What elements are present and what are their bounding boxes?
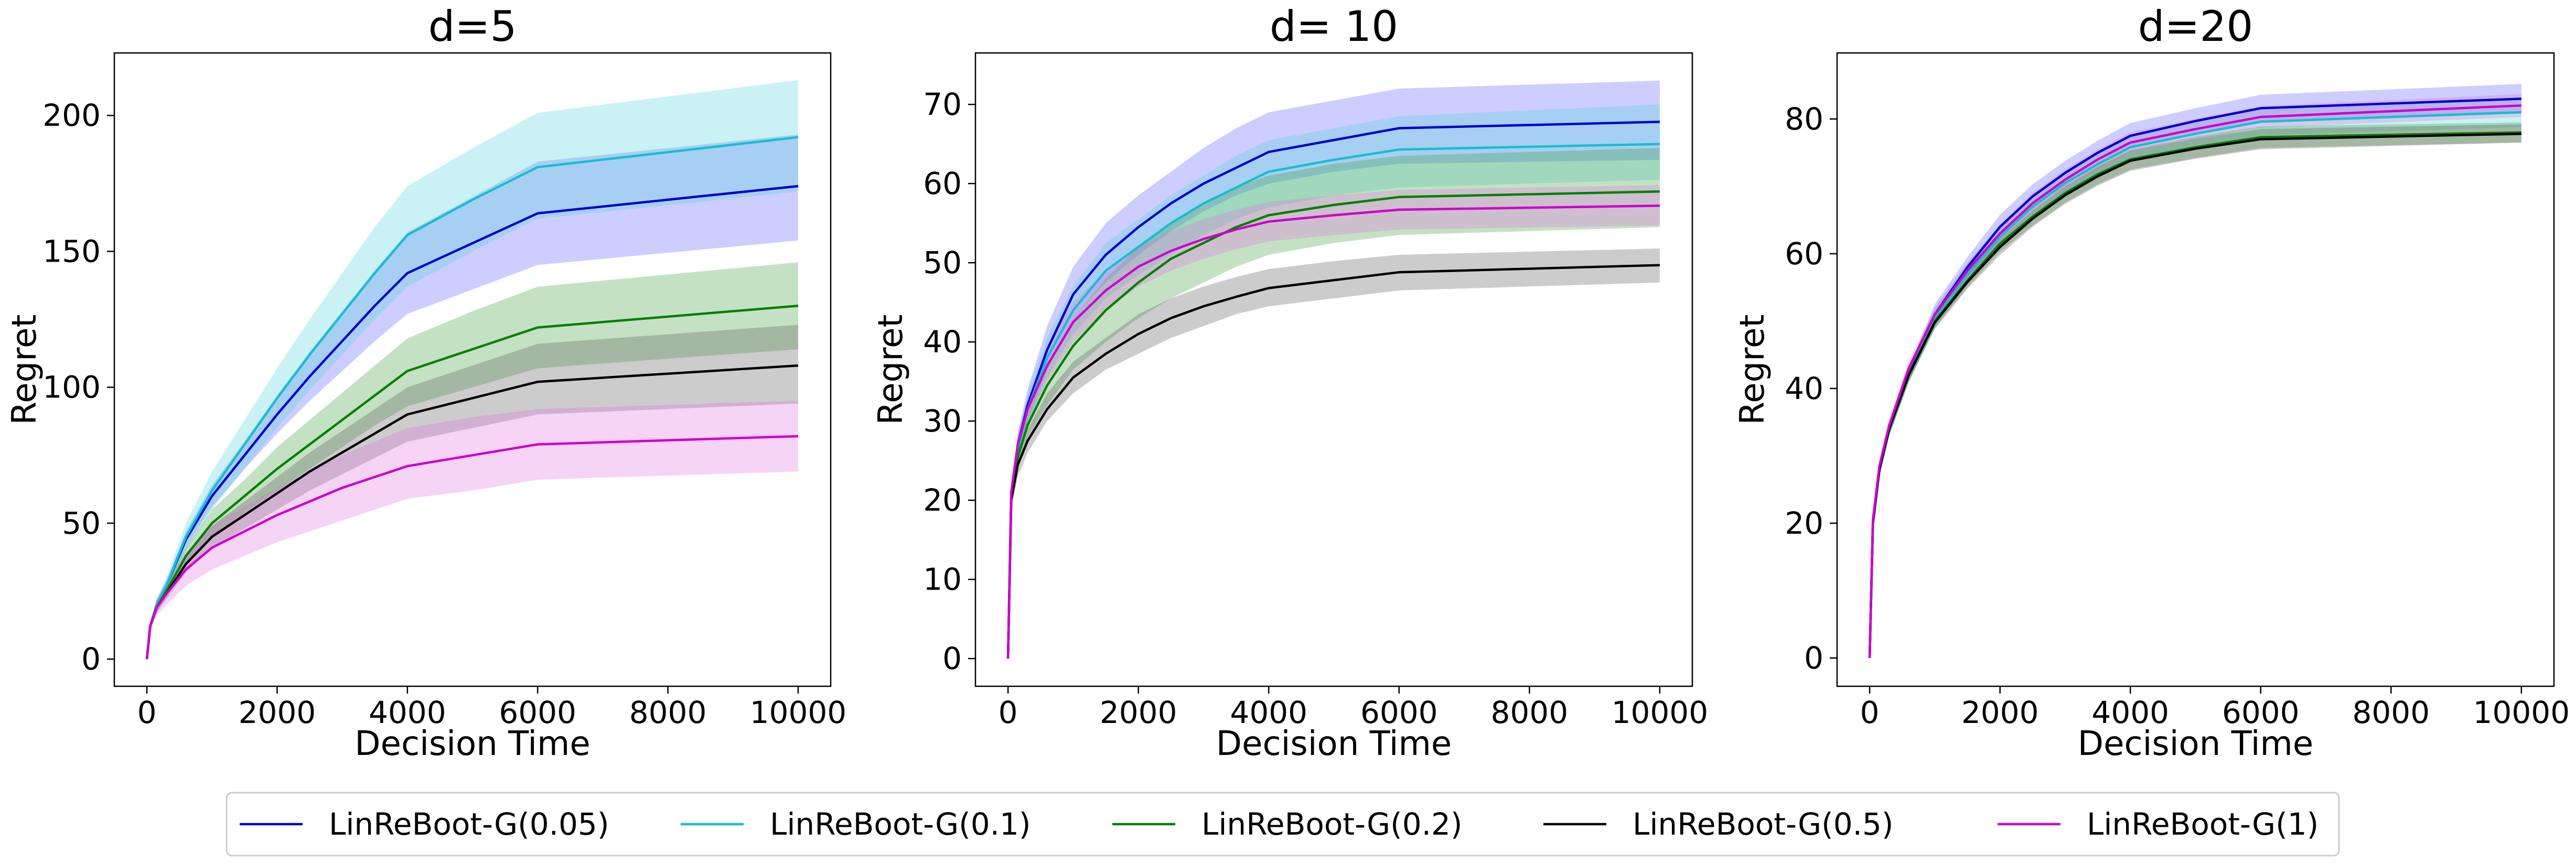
y-tick-label: 0 [942, 641, 962, 676]
legend-label: LinReBoot-G(0.5) [1633, 806, 1894, 842]
x-tick-label: 0 [999, 695, 1018, 730]
plot-frame [113, 52, 832, 687]
y-tick-label: 50 [62, 505, 101, 541]
y-axis-label: Regret [5, 315, 44, 425]
x-axis-label: Decision Time [355, 725, 590, 763]
series-line-3 [1868, 131, 2521, 658]
confidence-band-2 [1008, 104, 1660, 659]
chart-title: d= 10 [1270, 2, 1398, 51]
legend-item-3: LinReBoot-G(0.2) [1112, 806, 1463, 842]
series-line-4 [1006, 264, 1660, 659]
series-line-4 [1868, 132, 2521, 658]
x-tick-label: 0 [1860, 695, 1880, 730]
plot-frame [1836, 52, 2555, 687]
x-tick-label: 2000 [239, 695, 316, 730]
confidence-band-4 [147, 325, 798, 660]
chart-panels: 0 2000 4000 6000 8000 10000050100150200d=5Dec… [5, 2, 2570, 763]
legend-item-5: LinReBoot-G(1) [1998, 806, 2319, 842]
x-tick-label: 0 [137, 695, 157, 730]
y-tick-label: 30 [923, 403, 962, 439]
x-tick-label: 10000 [2473, 695, 2570, 730]
y-tick-label: 70 [923, 87, 962, 122]
y-tick-label: 40 [1785, 371, 1823, 406]
legend-label: LinReBoot-G(1) [2087, 806, 2319, 842]
series-line-1 [1868, 98, 2521, 658]
y-tick-label: 20 [1785, 505, 1823, 541]
x-tick-label: 8000 [629, 695, 707, 730]
x-tick-label: 8000 [1491, 695, 1569, 730]
confidence-band-1 [1008, 80, 1660, 659]
x-axis-label: Decision Time [2078, 725, 2313, 763]
x-tick-label: 2000 [1100, 695, 1177, 730]
series-line-5 [1006, 204, 1660, 659]
legend-item-4: LinReBoot-G(0.5) [1543, 806, 1894, 842]
legend-label: LinReBoot-G(0.2) [1201, 806, 1463, 842]
y-axis-label: Regret [1733, 315, 1772, 425]
y-tick-label: 150 [42, 233, 101, 269]
y-tick-label: 100 [42, 370, 101, 405]
panel-3: 0 2000 4000 6000 8000 10000 0 20 40 60 80 d=20 Decis… [1733, 2, 2570, 763]
confidence-band-3 [1008, 148, 1660, 659]
y-tick-label: 200 [42, 98, 101, 133]
chart-title: d=5 [428, 2, 517, 51]
plot-frame [974, 52, 1693, 687]
confidence-band-1 [1870, 84, 2521, 658]
series-line-2 [1868, 111, 2521, 658]
chart-title: d=20 [2138, 2, 2253, 51]
x-tick-label: 10000 [750, 695, 847, 730]
x-tick-label: 4000 [2091, 695, 2169, 730]
legend-label: LinReBoot-G(0.05) [329, 806, 609, 842]
y-tick-label: 0 [81, 641, 101, 677]
x-axis-label: Decision Time [1216, 725, 1452, 763]
y-tick-label: 50 [923, 245, 962, 280]
x-tick-label: 2000 [1961, 695, 2039, 730]
x-tick-label: 6000 [2222, 695, 2300, 730]
confidence-band-3 [147, 262, 798, 660]
confidence-band-2 [147, 80, 798, 660]
legend: LinReBoot-G(0.05) LinReBoot-G(0.1) LinReBo… [226, 792, 2340, 857]
series-line-5 [1868, 104, 2521, 658]
x-tick-label: 4000 [369, 695, 446, 730]
legend-items: LinReBoot-G(0.05) LinReBoot-G(0.1) LinReBo… [240, 806, 2319, 842]
y-axis-label: Regret [872, 315, 910, 425]
x-tick-label: 6000 [499, 695, 576, 730]
legend-item-2: LinReBoot-G(0.1) [681, 806, 1031, 842]
series-line-3 [1006, 190, 1660, 659]
panel-2: 0 2000 4000 6000 8000 10000 0 10 20 30 40 50 60 70 d= … [872, 2, 1708, 763]
series-line-2 [145, 136, 799, 660]
y-tick-label: 60 [1785, 236, 1823, 272]
y-tick-label: 10 [923, 561, 962, 597]
x-tick-label: 10000 [1612, 695, 1709, 730]
panel-1: 0 2000 4000 6000 8000 10000 0 50 100 150 200 d=5 Dec… [5, 2, 846, 763]
legend-item-1: LinReBoot-G(0.05) [240, 806, 609, 842]
series-line-5 [145, 435, 798, 660]
x-tick-label: 4000 [1230, 695, 1307, 730]
y-tick-label: 80 [1785, 101, 1823, 137]
x-tick-label: 8000 [2353, 695, 2430, 730]
y-tick-label: 60 [923, 166, 962, 201]
confidence-band-4 [1870, 124, 2521, 658]
confidence-band-5 [1870, 94, 2521, 658]
legend-label: LinReBoot-G(0.1) [770, 806, 1031, 842]
confidence-band-5 [147, 401, 798, 660]
y-tick-label: 20 [923, 482, 962, 518]
legend-frame [226, 792, 2340, 857]
confidence-band-2 [1870, 99, 2521, 658]
y-tick-label: 40 [923, 324, 962, 360]
confidence-band-3 [1870, 122, 2521, 658]
x-tick-label: 6000 [1360, 695, 1438, 730]
y-tick-label: 0 [1804, 640, 1823, 676]
